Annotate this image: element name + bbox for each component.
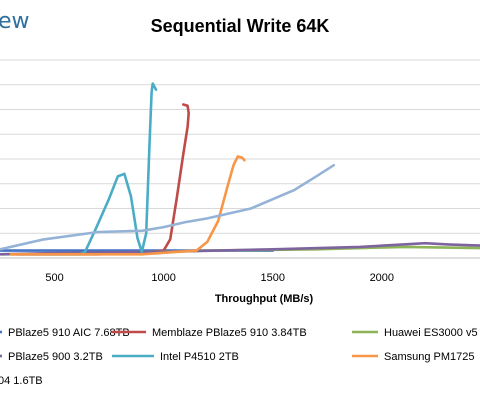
x-tick-label: 2000 [370,272,394,284]
legend-label: Memblaze PBlaze5 910 3.84TB [152,327,307,339]
x-axis-label: Throughput (MB/s) [215,293,314,305]
legend-label: PBlaze5 910 AIC 7.68TB [8,327,130,339]
gridlines [0,59,480,259]
series-line [9,155,246,256]
legend-label: Huawei ES3000 v5 [384,327,478,339]
legend: PBlaze5 910 AIC 7.68TB Memblaze PBlaze5 9… [0,327,478,387]
site-logo: ew [0,9,30,34]
legend-label: 04 1.6TB [0,375,43,387]
plot-area [0,82,480,256]
x-tick-label: 1000 [151,272,175,284]
legend-label: Intel P4510 2TB [160,351,239,363]
legend-label: PBlaze5 900 3.2TB [8,351,103,363]
series-line [0,241,480,256]
series-line [16,82,158,256]
chart-title: Sequential Write 64K [151,16,330,36]
series-line [0,163,336,251]
x-tick-label: 1500 [260,272,284,284]
legend-label: Samsung PM1725 [384,351,475,363]
x-axis-ticks: 500 1000 1500 2000 [45,272,394,284]
x-tick-label: 500 [45,272,63,284]
